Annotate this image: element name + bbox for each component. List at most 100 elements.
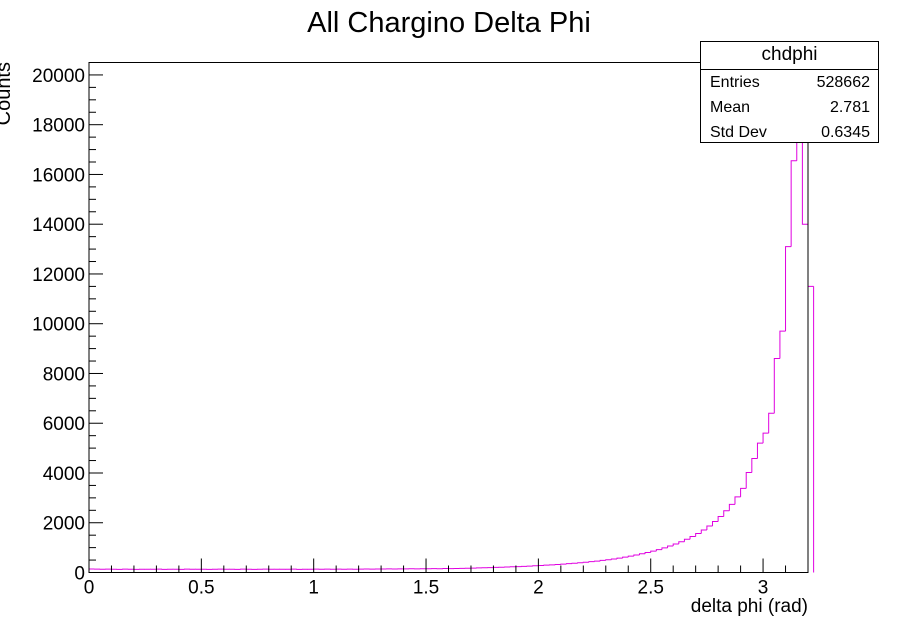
x-tick-label: 2.5 [638, 578, 664, 599]
x-tick-label: 1.5 [413, 578, 439, 599]
histogram-bin-step [745, 471, 752, 489]
histogram-bin [751, 458, 758, 473]
histogram-bin-step [638, 553, 646, 555]
x-tick-label: 1 [308, 578, 319, 599]
histogram-bin [717, 516, 724, 522]
y-tick-label: 20000 [32, 66, 85, 87]
histogram-bin-step [599, 559, 606, 562]
histogram-bin-step [627, 555, 634, 558]
histogram-bin [779, 330, 786, 359]
histogram-bin [599, 559, 606, 562]
histogram-bin-step [807, 224, 814, 287]
y-tick-label: 0 [74, 564, 85, 585]
histogram-bin [712, 521, 719, 526]
histogram-bin [661, 547, 668, 550]
histogram-bin [633, 554, 640, 557]
histogram-bin-step [650, 550, 657, 553]
histogram-bin [773, 358, 780, 414]
histogram-bin [672, 543, 679, 547]
histogram-bin [740, 487, 747, 497]
x-tick-label: 0 [84, 578, 95, 599]
histogram-bin [638, 553, 646, 555]
histogram-bin [700, 529, 707, 534]
histogram-bin [88, 568, 95, 573]
histogram-bin-step [723, 510, 730, 517]
histogram-bin-step [779, 330, 786, 359]
histogram-bin-step [616, 557, 623, 559]
histogram-bin-step [661, 547, 668, 550]
histogram-bin-step [773, 358, 780, 414]
stats-key: Std Dev [710, 124, 767, 141]
histogram-bin-step [756, 442, 764, 459]
x-tick-label: 2 [533, 578, 544, 599]
x-axis-label: delta phi (rad) [691, 596, 808, 617]
y-tick-label: 8000 [43, 364, 85, 385]
histogram-bin [605, 559, 612, 561]
histogram-bin-step [633, 554, 640, 557]
histogram-bin [667, 545, 674, 548]
stats-key: Mean [710, 99, 751, 116]
stats-value: 2.781 [829, 99, 870, 116]
stats-box: chdphi Entries 528662 Mean 2.781 Std Dev… [700, 41, 879, 143]
histogram-series [88, 121, 815, 573]
histogram-bin-step [588, 561, 595, 563]
axes: 0 2000 4000 6000 8000 10000 12000 14000 16000 180… [32, 62, 809, 599]
y-tick-label: 6000 [43, 414, 85, 435]
histogram-bin-step [594, 560, 601, 562]
histogram-bin-step [667, 545, 674, 548]
y-tick-label: 2000 [43, 514, 85, 535]
histogram-bin [734, 496, 741, 505]
y-tick-label: 14000 [32, 215, 85, 236]
histogram-bin [723, 510, 730, 517]
histogram-bin [683, 538, 691, 542]
y-tick-label: 10000 [32, 315, 85, 336]
histogram-bin [594, 560, 601, 562]
histogram-bin [627, 555, 634, 558]
stats-title: chdphi [701, 42, 878, 70]
x-tick-label: 0.5 [188, 578, 214, 599]
y-tick-label: 16000 [32, 165, 85, 186]
stats-value: 528662 [816, 74, 870, 91]
y-tick-label: 18000 [32, 116, 85, 137]
histogram-bin [650, 550, 657, 553]
histogram-bin [588, 561, 595, 563]
histogram-bin [756, 442, 764, 459]
histogram-bin [785, 246, 792, 332]
histogram-bin-step [655, 549, 662, 552]
y-axis-label: Counts [0, 62, 15, 125]
stats-row-mean: Mean 2.781 [701, 95, 878, 120]
histogram-bin-step [644, 551, 651, 554]
histogram-bin [768, 412, 775, 434]
histogram-bin-step [605, 559, 612, 561]
histogram-bin [678, 541, 685, 545]
histogram-bin-step [801, 122, 808, 225]
histogram-bin [695, 532, 702, 537]
histogram-bin-step [689, 536, 696, 540]
histogram-bin-step [622, 556, 629, 559]
histogram-bin-step [717, 516, 724, 522]
histogram-bin-step [762, 432, 769, 444]
histogram-bin [616, 557, 623, 559]
histogram-bin [745, 471, 752, 489]
histogram-bin-step [695, 532, 702, 537]
x-tick-label: 3 [758, 578, 769, 599]
histogram-bin-step [610, 558, 618, 560]
histogram-bin-step [751, 458, 758, 473]
histogram-bin [801, 122, 808, 225]
histogram-bin-step [768, 412, 775, 434]
histogram-bin-step [88, 568, 95, 573]
histogram-bin-step [728, 503, 735, 511]
y-tick-label: 12000 [32, 265, 85, 286]
histogram-bin [622, 556, 629, 559]
histogram-bin [610, 558, 618, 560]
histogram-bin-step [678, 541, 685, 545]
histogram-bin-step [734, 496, 741, 505]
histogram-bin-step [700, 529, 707, 534]
stats-key: Entries [710, 74, 760, 91]
histogram-bin-step [683, 538, 691, 542]
histogram-bin [655, 549, 662, 552]
stats-value: 0.6345 [821, 124, 870, 141]
chart-title: All Chargino Delta Phi [307, 7, 591, 39]
histogram-bin-step [785, 246, 792, 332]
